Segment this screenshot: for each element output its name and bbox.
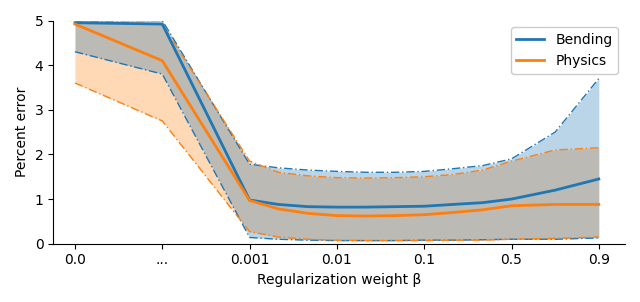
Bending bbox=[449, 203, 457, 206]
Physics bbox=[449, 211, 457, 214]
Bending bbox=[420, 204, 428, 208]
Physics bbox=[508, 204, 515, 207]
Line: Bending: Bending bbox=[75, 23, 599, 207]
Physics bbox=[362, 214, 369, 218]
Bending bbox=[508, 197, 515, 201]
Bending bbox=[392, 205, 399, 208]
Physics bbox=[71, 22, 79, 26]
Bending bbox=[246, 198, 253, 202]
Bending bbox=[551, 188, 559, 192]
Physics bbox=[275, 207, 282, 211]
X-axis label: Regularization weight β: Regularization weight β bbox=[257, 273, 421, 287]
Physics bbox=[159, 59, 166, 63]
Physics bbox=[595, 203, 603, 206]
Physics bbox=[479, 208, 486, 212]
Physics bbox=[420, 213, 428, 217]
Bending bbox=[304, 205, 312, 208]
Bending bbox=[362, 205, 369, 209]
Physics bbox=[392, 214, 399, 217]
Physics bbox=[551, 203, 559, 206]
Bending bbox=[595, 177, 603, 181]
Physics bbox=[304, 212, 312, 215]
Physics bbox=[333, 214, 340, 217]
Physics bbox=[246, 199, 253, 202]
Bending bbox=[333, 205, 340, 209]
Y-axis label: Percent error: Percent error bbox=[15, 87, 29, 177]
Bending bbox=[275, 203, 282, 206]
Bending bbox=[159, 22, 166, 26]
Legend: Bending, Physics: Bending, Physics bbox=[511, 27, 618, 73]
Bending bbox=[71, 21, 79, 24]
Line: Physics: Physics bbox=[75, 24, 599, 216]
Bending bbox=[479, 201, 486, 204]
